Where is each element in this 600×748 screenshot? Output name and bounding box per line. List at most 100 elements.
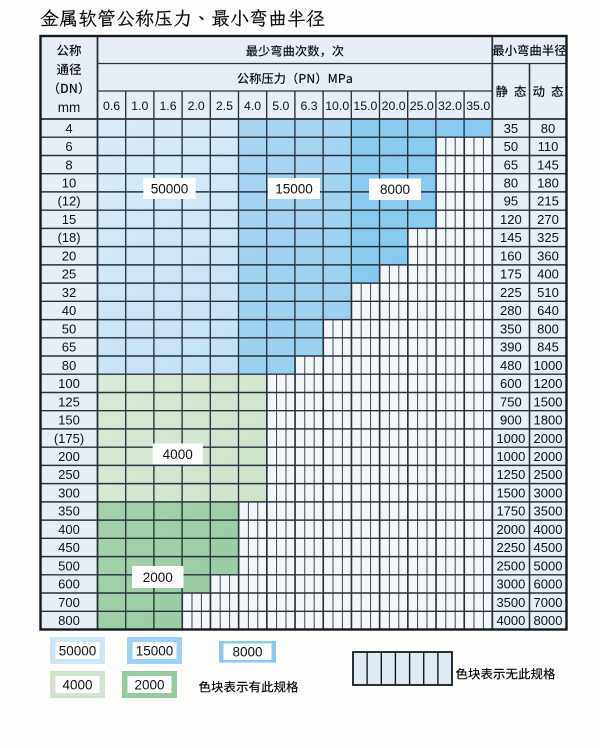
- svg-text:2.5: 2.5: [216, 99, 233, 113]
- svg-text:800: 800: [537, 321, 559, 336]
- svg-text:110: 110: [538, 139, 559, 154]
- svg-text:25: 25: [62, 267, 76, 282]
- svg-text:400: 400: [58, 522, 80, 537]
- svg-text:50: 50: [504, 139, 518, 154]
- svg-text:6000: 6000: [534, 577, 563, 592]
- svg-text:250: 250: [58, 467, 80, 482]
- svg-text:3000: 3000: [534, 486, 563, 501]
- svg-text:15000: 15000: [136, 643, 174, 658]
- svg-text:8000: 8000: [380, 182, 410, 197]
- svg-text:4000: 4000: [163, 447, 193, 462]
- svg-text:35: 35: [504, 121, 518, 136]
- svg-text:(12): (12): [57, 194, 80, 209]
- svg-text:390: 390: [500, 340, 522, 355]
- svg-text:200: 200: [58, 449, 80, 464]
- svg-text:mm: mm: [58, 100, 81, 115]
- svg-text:150: 150: [58, 413, 80, 428]
- svg-text:1750: 1750: [496, 504, 525, 519]
- svg-text:0.6: 0.6: [103, 99, 120, 113]
- svg-text:5000: 5000: [534, 558, 563, 573]
- svg-text:1000: 1000: [496, 431, 525, 446]
- svg-text:3500: 3500: [496, 595, 525, 610]
- svg-text:4000: 4000: [62, 677, 92, 692]
- svg-text:2.0: 2.0: [188, 99, 205, 113]
- svg-text:15: 15: [62, 212, 76, 227]
- svg-text:2000: 2000: [143, 570, 173, 585]
- svg-text:280: 280: [500, 303, 522, 318]
- svg-text:300: 300: [58, 486, 80, 501]
- svg-text:1.0: 1.0: [131, 99, 148, 113]
- svg-text:2000: 2000: [496, 522, 525, 537]
- svg-text:180: 180: [537, 176, 559, 191]
- svg-text:800: 800: [58, 613, 80, 628]
- svg-text:2500: 2500: [496, 558, 525, 573]
- svg-text:80: 80: [62, 358, 76, 373]
- svg-text:6: 6: [65, 139, 72, 154]
- svg-text:4000: 4000: [496, 613, 525, 628]
- svg-text:640: 640: [537, 303, 559, 318]
- svg-text:100: 100: [58, 376, 80, 391]
- svg-text:145: 145: [500, 230, 522, 245]
- svg-text:3500: 3500: [534, 504, 563, 519]
- svg-text:360: 360: [537, 248, 559, 263]
- svg-text:(175): (175): [54, 431, 84, 446]
- svg-text:1500: 1500: [534, 394, 563, 409]
- svg-text:7000: 7000: [534, 595, 563, 610]
- svg-text:10.0: 10.0: [325, 99, 349, 113]
- svg-text:40: 40: [62, 303, 76, 318]
- svg-text:450: 450: [58, 540, 80, 555]
- svg-text:95: 95: [504, 194, 518, 209]
- svg-text:600: 600: [58, 577, 80, 592]
- svg-text:2250: 2250: [496, 540, 525, 555]
- svg-text:8000: 8000: [534, 613, 563, 628]
- svg-text:4.0: 4.0: [244, 99, 261, 113]
- svg-text:510: 510: [537, 285, 559, 300]
- svg-text:2500: 2500: [534, 467, 563, 482]
- svg-text:1500: 1500: [496, 486, 525, 501]
- svg-text:2000: 2000: [134, 677, 164, 692]
- svg-text:900: 900: [500, 413, 522, 428]
- svg-text:145: 145: [537, 157, 559, 172]
- svg-text:50000: 50000: [151, 181, 189, 196]
- svg-text:80: 80: [541, 121, 555, 136]
- svg-text:4500: 4500: [534, 540, 563, 555]
- svg-text:6.3: 6.3: [300, 99, 317, 113]
- svg-text:8000: 8000: [232, 645, 262, 660]
- svg-text:480: 480: [500, 358, 522, 373]
- svg-text:845: 845: [537, 340, 559, 355]
- svg-text:700: 700: [58, 595, 80, 610]
- svg-text:15000: 15000: [275, 181, 313, 196]
- svg-text:215: 215: [537, 194, 559, 209]
- svg-text:20.0: 20.0: [382, 99, 406, 113]
- svg-text:32: 32: [62, 285, 76, 300]
- svg-text:175: 175: [500, 267, 522, 282]
- svg-text:1250: 1250: [496, 467, 525, 482]
- svg-text:(18): (18): [57, 230, 80, 245]
- svg-text:225: 225: [500, 285, 522, 300]
- svg-text:32.0: 32.0: [438, 99, 462, 113]
- svg-text:1200: 1200: [534, 376, 563, 391]
- svg-text:600: 600: [500, 376, 522, 391]
- svg-text:750: 750: [500, 394, 522, 409]
- svg-text:15.0: 15.0: [353, 99, 377, 113]
- svg-text:35.0: 35.0: [466, 99, 490, 113]
- svg-text:125: 125: [58, 394, 80, 409]
- svg-text:350: 350: [58, 504, 80, 519]
- svg-text:4: 4: [65, 121, 72, 136]
- svg-text:160: 160: [500, 248, 522, 263]
- svg-text:1800: 1800: [534, 413, 563, 428]
- svg-text:10: 10: [62, 176, 76, 191]
- svg-text:1.6: 1.6: [159, 99, 176, 113]
- svg-text:65: 65: [62, 340, 76, 355]
- svg-text:65: 65: [504, 157, 518, 172]
- svg-text:120: 120: [500, 212, 522, 227]
- svg-text:1000: 1000: [534, 358, 563, 373]
- svg-text:350: 350: [500, 321, 522, 336]
- svg-text:50000: 50000: [59, 643, 97, 658]
- svg-text:500: 500: [58, 558, 80, 573]
- svg-text:2000: 2000: [534, 431, 563, 446]
- svg-text:5.0: 5.0: [272, 99, 289, 113]
- svg-text:25.0: 25.0: [410, 99, 434, 113]
- svg-text:20: 20: [62, 248, 76, 263]
- svg-text:8: 8: [65, 157, 72, 172]
